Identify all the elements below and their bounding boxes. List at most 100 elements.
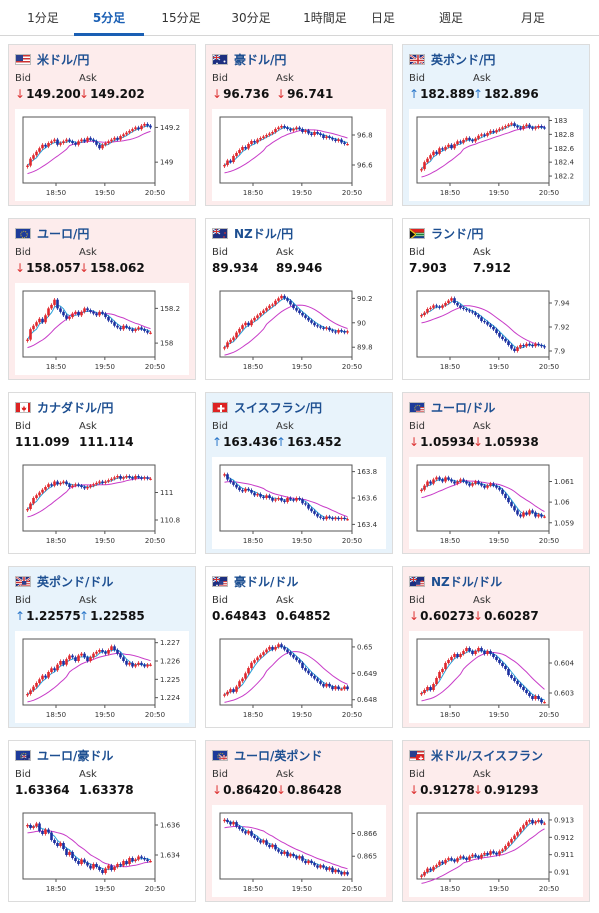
candle-body (235, 332, 238, 338)
candle-body (74, 311, 77, 314)
candle-body (74, 143, 77, 145)
rate-card[interactable]: ユーロ/ドル Bid Ask ↓1.05934 ↓1.05938 18:50 19:50 20… (402, 392, 590, 554)
candle-body (453, 859, 456, 862)
candle-body (292, 129, 295, 131)
candle-body (513, 835, 516, 840)
price-chart[interactable]: 18:50 19:50 20:50 7.94 7.92 7.9 (409, 283, 583, 375)
candle-body (80, 139, 83, 142)
rate-card[interactable]: 豪ドル/円 Bid Ask ↓96.736 ↓96.741 18:50 19:50 20:50… (205, 44, 393, 206)
price-chart[interactable]: 18:50 19:50 20:50 163.8 163.6 163.4 (212, 457, 386, 549)
rate-card[interactable]: 英ポンド/ドル Bid Ask ↑1.22575 ↑1.22585 18:50 19:50 2… (8, 566, 196, 728)
candle-body (316, 325, 319, 327)
pair-title[interactable]: 英ポンド/円 (409, 51, 495, 67)
rate-card[interactable]: ユーロ/円 Bid Ask ↓158.057 ↓158.062 18:50 19:50 20:… (8, 218, 196, 380)
pair-title[interactable]: 米ドル/円 (15, 51, 89, 67)
tab-4[interactable]: 1時間足 (303, 11, 347, 25)
candle-body (53, 299, 56, 305)
pair-title[interactable]: NZドル/ドル (409, 573, 502, 589)
pair-title[interactable]: ユーロ/英ポンド (212, 747, 322, 763)
candle-body (59, 482, 62, 485)
rate-card[interactable]: ユーロ/英ポンド Bid Ask ↓0.86420 ↓0.86428 18:50 19:50… (205, 740, 393, 902)
candle-body (334, 331, 337, 333)
candle-body (137, 327, 140, 330)
price-chart[interactable]: 18:50 19:50 20:50 0.913 0.912 0.911 0.91 (409, 805, 583, 897)
price-chart[interactable]: 18:50 19:50 20:50 1.227 1.226 1.225 1.224 (15, 631, 189, 723)
plot-frame (416, 464, 550, 532)
pair-title[interactable]: 豪ドル/円 (212, 51, 286, 67)
tab-7[interactable]: 月足 (520, 11, 545, 25)
rate-card[interactable]: カナダドル/円 Bid Ask 111.099 111.114 18:50 19:50 20:… (8, 392, 196, 554)
price-chart[interactable]: 18:50 19:50 20:50 0.604 0.603 (409, 631, 583, 723)
tab-3[interactable]: 30分足 (231, 11, 271, 25)
price-chart[interactable]: 18:50 19:50 20:50 1.636 1.634 (15, 805, 189, 897)
price-chart[interactable]: 18:50 19:50 20:50 90.2 90 89.8 (212, 283, 386, 375)
pair-title[interactable]: 米ドル/スイスフラン (409, 747, 543, 763)
candle-body (307, 670, 310, 674)
candle-body (441, 148, 444, 150)
pair-title[interactable]: ユーロ/豪ドル (15, 747, 113, 763)
candle-body (444, 146, 447, 150)
pair-title[interactable]: スイスフラン/円 (212, 399, 322, 415)
price-chart[interactable]: 18:50 19:50 20:50 149.2 149 (15, 109, 189, 201)
candle-body (143, 858, 146, 860)
x-tick-label: 19:50 (292, 189, 312, 197)
rate-card[interactable]: 英ポンド/円 Bid Ask ↑182.889 ↑182.896 18:50 19:50 20… (402, 44, 590, 206)
price-chart[interactable]: 18:50 19:50 20:50 0.65 0.649 0.648 (212, 631, 386, 723)
tab-0[interactable]: 1分足 (27, 11, 59, 25)
candle-body (26, 165, 29, 167)
candle-body (525, 343, 528, 347)
candle-body (71, 655, 74, 658)
candle-body (146, 330, 149, 333)
candle-body (104, 868, 107, 873)
price-chart[interactable]: 18:50 19:50 20:50 1.061 1.06 1.059 (409, 457, 583, 549)
candle-body (122, 861, 125, 866)
candle-body (277, 127, 280, 129)
x-tick-label: 19:50 (292, 537, 312, 545)
price-chart[interactable]: 18:50 19:50 20:50 0.866 0.865 (212, 805, 386, 897)
pair-title[interactable]: NZドル/円 (212, 225, 293, 241)
pair-title[interactable]: 豪ドル/ドル (212, 573, 298, 589)
candle-body (277, 849, 280, 852)
rate-card[interactable]: 米ドル/スイスフラン Bid Ask ↓0.91278 ↓0.91293 18:50 19:… (402, 740, 590, 902)
x-tick-label: 20:50 (539, 363, 559, 371)
candle-body (531, 696, 534, 699)
candle-body (295, 657, 298, 661)
candle-body (441, 669, 444, 672)
tab-2[interactable]: 15分足 (161, 11, 201, 25)
rate-card[interactable]: 米ドル/円 Bid Ask ↓149.200 ↓149.202 18:50 19:50 20:… (8, 44, 196, 206)
candle-body (516, 126, 519, 128)
tab-6[interactable]: 週足 (438, 11, 463, 25)
pair-title[interactable]: カナダドル/円 (15, 399, 113, 415)
pair-title[interactable]: ランド/円 (409, 225, 483, 241)
candle-body (328, 516, 331, 518)
price-chart[interactable]: 18:50 19:50 20:50 96.8 96.6 (212, 109, 386, 201)
candle-body (543, 823, 546, 825)
pair-title[interactable]: 英ポンド/ドル (15, 573, 113, 589)
x-tick-label: 19:50 (489, 537, 509, 545)
ask-value: ↑182.896 (473, 87, 539, 101)
candle-body (107, 650, 110, 654)
price-chart[interactable]: 18:50 19:50 20:50 183 182.8 182.6 182.4 182.2 (409, 109, 583, 201)
rate-card[interactable]: ランド/円 Bid Ask 7.903 7.912 18:50 19:50 20:50 7.94… (402, 218, 590, 380)
candle-body (292, 304, 295, 309)
rate-card[interactable]: NZドル/ドル Bid Ask ↓0.60273 ↓0.60287 18:50 19:50 2… (402, 566, 590, 728)
pair-title[interactable]: ユーロ/ドル (409, 399, 495, 415)
candle-body (438, 477, 441, 480)
rate-card[interactable]: NZドル/円 Bid Ask 89.934 89.946 18:50 19:50 20:50 9… (205, 218, 393, 380)
tab-1[interactable]: 5分足 (74, 0, 144, 36)
price-chart[interactable]: 18:50 19:50 20:50 111 110.8 (15, 457, 189, 549)
x-tick-label: 18:50 (243, 711, 263, 719)
rate-card[interactable]: スイスフラン/円 Bid Ask ↑163.436 ↑163.452 18:50 19:50… (205, 392, 393, 554)
rate-card[interactable]: 豪ドル/ドル Bid Ask 0.64843 0.64852 18:50 19:50 20:5… (205, 566, 393, 728)
candle-body (113, 646, 116, 650)
x-tick-label: 20:50 (539, 189, 559, 197)
rate-card[interactable]: ユーロ/豪ドル Bid Ask 1.63364 1.63378 18:50 19:50 20:… (8, 740, 196, 902)
candle-body (313, 132, 316, 135)
candle-body (420, 693, 423, 695)
price-chart[interactable]: 18:50 19:50 20:50 158.2 158 (15, 283, 189, 375)
pair-title[interactable]: ユーロ/円 (15, 225, 89, 241)
candle-body (322, 683, 325, 687)
candle-body (289, 652, 292, 655)
candle-body (426, 687, 429, 690)
tab-5[interactable]: 日足 (370, 11, 395, 25)
